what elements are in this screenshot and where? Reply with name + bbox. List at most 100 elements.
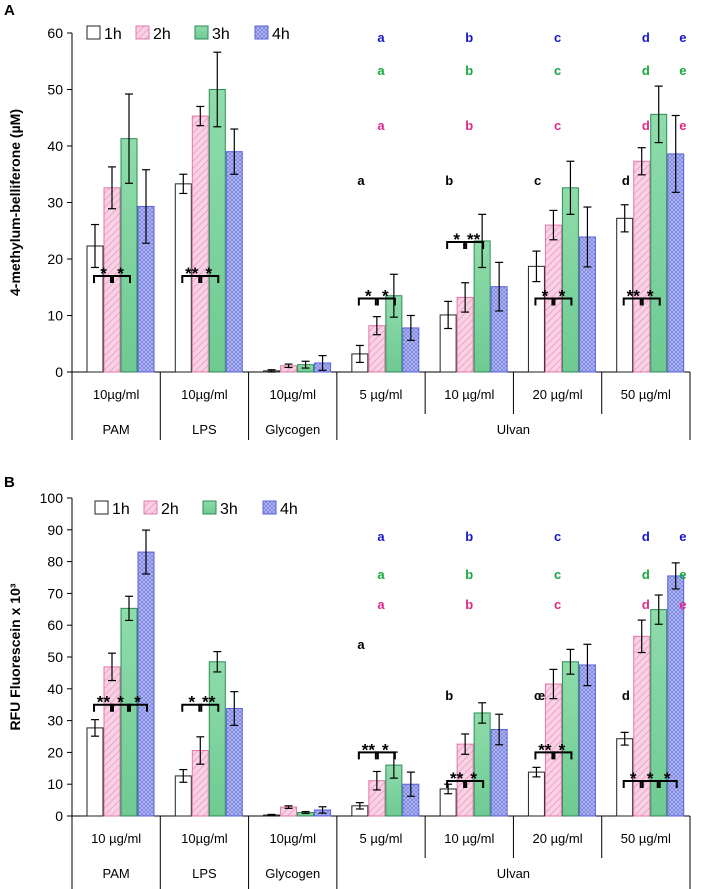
significance-letter: c (554, 529, 561, 544)
error-bar-4h (318, 355, 327, 371)
significance-label: * (134, 693, 141, 712)
y-tick-label: 40 (47, 138, 63, 154)
significance-label: * (117, 693, 124, 712)
significance-label: * (453, 230, 460, 249)
group-label: Ulvan (497, 866, 530, 881)
significance-letter: b (465, 63, 473, 78)
error-bar-2h (196, 736, 205, 765)
error-bar-1h (91, 223, 99, 269)
significance-label: * (365, 287, 372, 306)
significance-letter: e (679, 63, 686, 78)
error-bar-1h (267, 813, 276, 817)
significance-bracket (551, 751, 573, 760)
significance-letter: b (465, 30, 473, 45)
legend-label-2h: 2h (161, 501, 179, 518)
legend-label-1h: 1h (104, 26, 122, 43)
legend-swatch-2h (143, 500, 158, 515)
significance-label: * (188, 693, 195, 712)
error-bar-4h (230, 691, 239, 726)
error-bar-3h (213, 51, 222, 128)
category-label: 10µg/ml (181, 387, 228, 402)
error-bar-4h (318, 806, 327, 814)
error-bar-1h (267, 369, 276, 373)
y-tick-label: 50 (47, 649, 63, 665)
significance-bracket (127, 703, 148, 712)
bar-3h (208, 661, 226, 817)
bar-3h (561, 661, 579, 817)
legend-swatch-1h (94, 500, 109, 515)
y-tick-label: 50 (47, 82, 63, 98)
error-bar-2h (196, 105, 205, 127)
y-tick-label: 10 (47, 308, 63, 324)
y-tick-label: 60 (47, 617, 63, 633)
panel-b-label: B (4, 474, 15, 491)
error-bar-4h (142, 529, 150, 575)
significance-label: * (100, 264, 107, 283)
significance-letter: a (377, 529, 385, 544)
significance-letter: a (377, 63, 385, 78)
significance-letter: a (377, 118, 385, 133)
category-label: 10 µg/ml (444, 387, 494, 402)
y-axis-title: 4-methylum-belliferone (µM) (7, 109, 23, 296)
error-bar-4h (671, 114, 680, 193)
significance-letter: c (554, 63, 561, 78)
group-label: Glycogen (265, 866, 320, 881)
significance-bracket (181, 703, 203, 712)
significance-letter: c (554, 597, 561, 612)
significance-letter: e (679, 118, 686, 133)
y-tick-label: 10 (47, 776, 63, 792)
bar-2h (633, 160, 651, 373)
significance-letter: e (679, 529, 686, 544)
y-tick-label: 20 (47, 251, 63, 267)
category-label: 5 µg/ml (360, 831, 403, 846)
significance-label: * (382, 740, 389, 759)
error-bar-1h (179, 768, 188, 783)
group-label: PAM (103, 866, 130, 881)
significance-bracket (463, 241, 485, 250)
significance-letter: a (357, 637, 365, 652)
bar-4h (225, 151, 243, 373)
error-bar-2h (108, 652, 116, 682)
significance-letter: c (554, 30, 561, 45)
category-label: 10µg/ml (269, 831, 316, 846)
significance-label: * (470, 769, 477, 788)
error-bar-1h (532, 766, 541, 778)
error-bar-4h (406, 771, 415, 797)
significance-bracket (656, 780, 678, 789)
error-bar-1h (532, 250, 541, 283)
legend-label-1h: 1h (112, 501, 130, 518)
legend: 1h 2h 3h 4h (86, 25, 290, 43)
error-bar-3h (566, 648, 575, 675)
significance-letter: b (465, 529, 473, 544)
significance-bracket (357, 297, 379, 306)
significance-bracket (110, 274, 131, 283)
bar-4h (137, 551, 155, 817)
y-tick-label: 40 (47, 681, 63, 697)
error-bar-1h (179, 173, 188, 195)
significance-letter: d (642, 63, 650, 78)
significance-letter: c (534, 173, 541, 188)
significance-label: ** (538, 740, 552, 759)
significance-bracket (622, 297, 644, 306)
y-axis-title: RFU Fluorescein x 10³ (7, 583, 23, 730)
significance-bracket (534, 297, 556, 306)
bar-4h (578, 664, 596, 817)
significance-label: * (542, 287, 549, 306)
error-bar-4h (583, 643, 592, 687)
error-bar-2h (549, 668, 558, 700)
y-tick-label: 30 (47, 195, 63, 211)
group-label: Glycogen (265, 422, 320, 437)
error-bar-1h (620, 204, 629, 233)
significance-letter: c (554, 567, 561, 582)
significance-bracket (198, 703, 220, 712)
significance-letter: c (554, 118, 561, 133)
category-label: 10µg/ml (93, 387, 140, 402)
significance-label: ** (362, 740, 376, 759)
error-bar-3h (654, 85, 663, 144)
error-bar-1h (620, 731, 629, 746)
group-label: PAM (103, 422, 130, 437)
bar-2h (191, 115, 209, 373)
significance-letter: d (642, 597, 650, 612)
y-tick-label: 80 (47, 554, 63, 570)
significance-letter: c (534, 688, 541, 703)
